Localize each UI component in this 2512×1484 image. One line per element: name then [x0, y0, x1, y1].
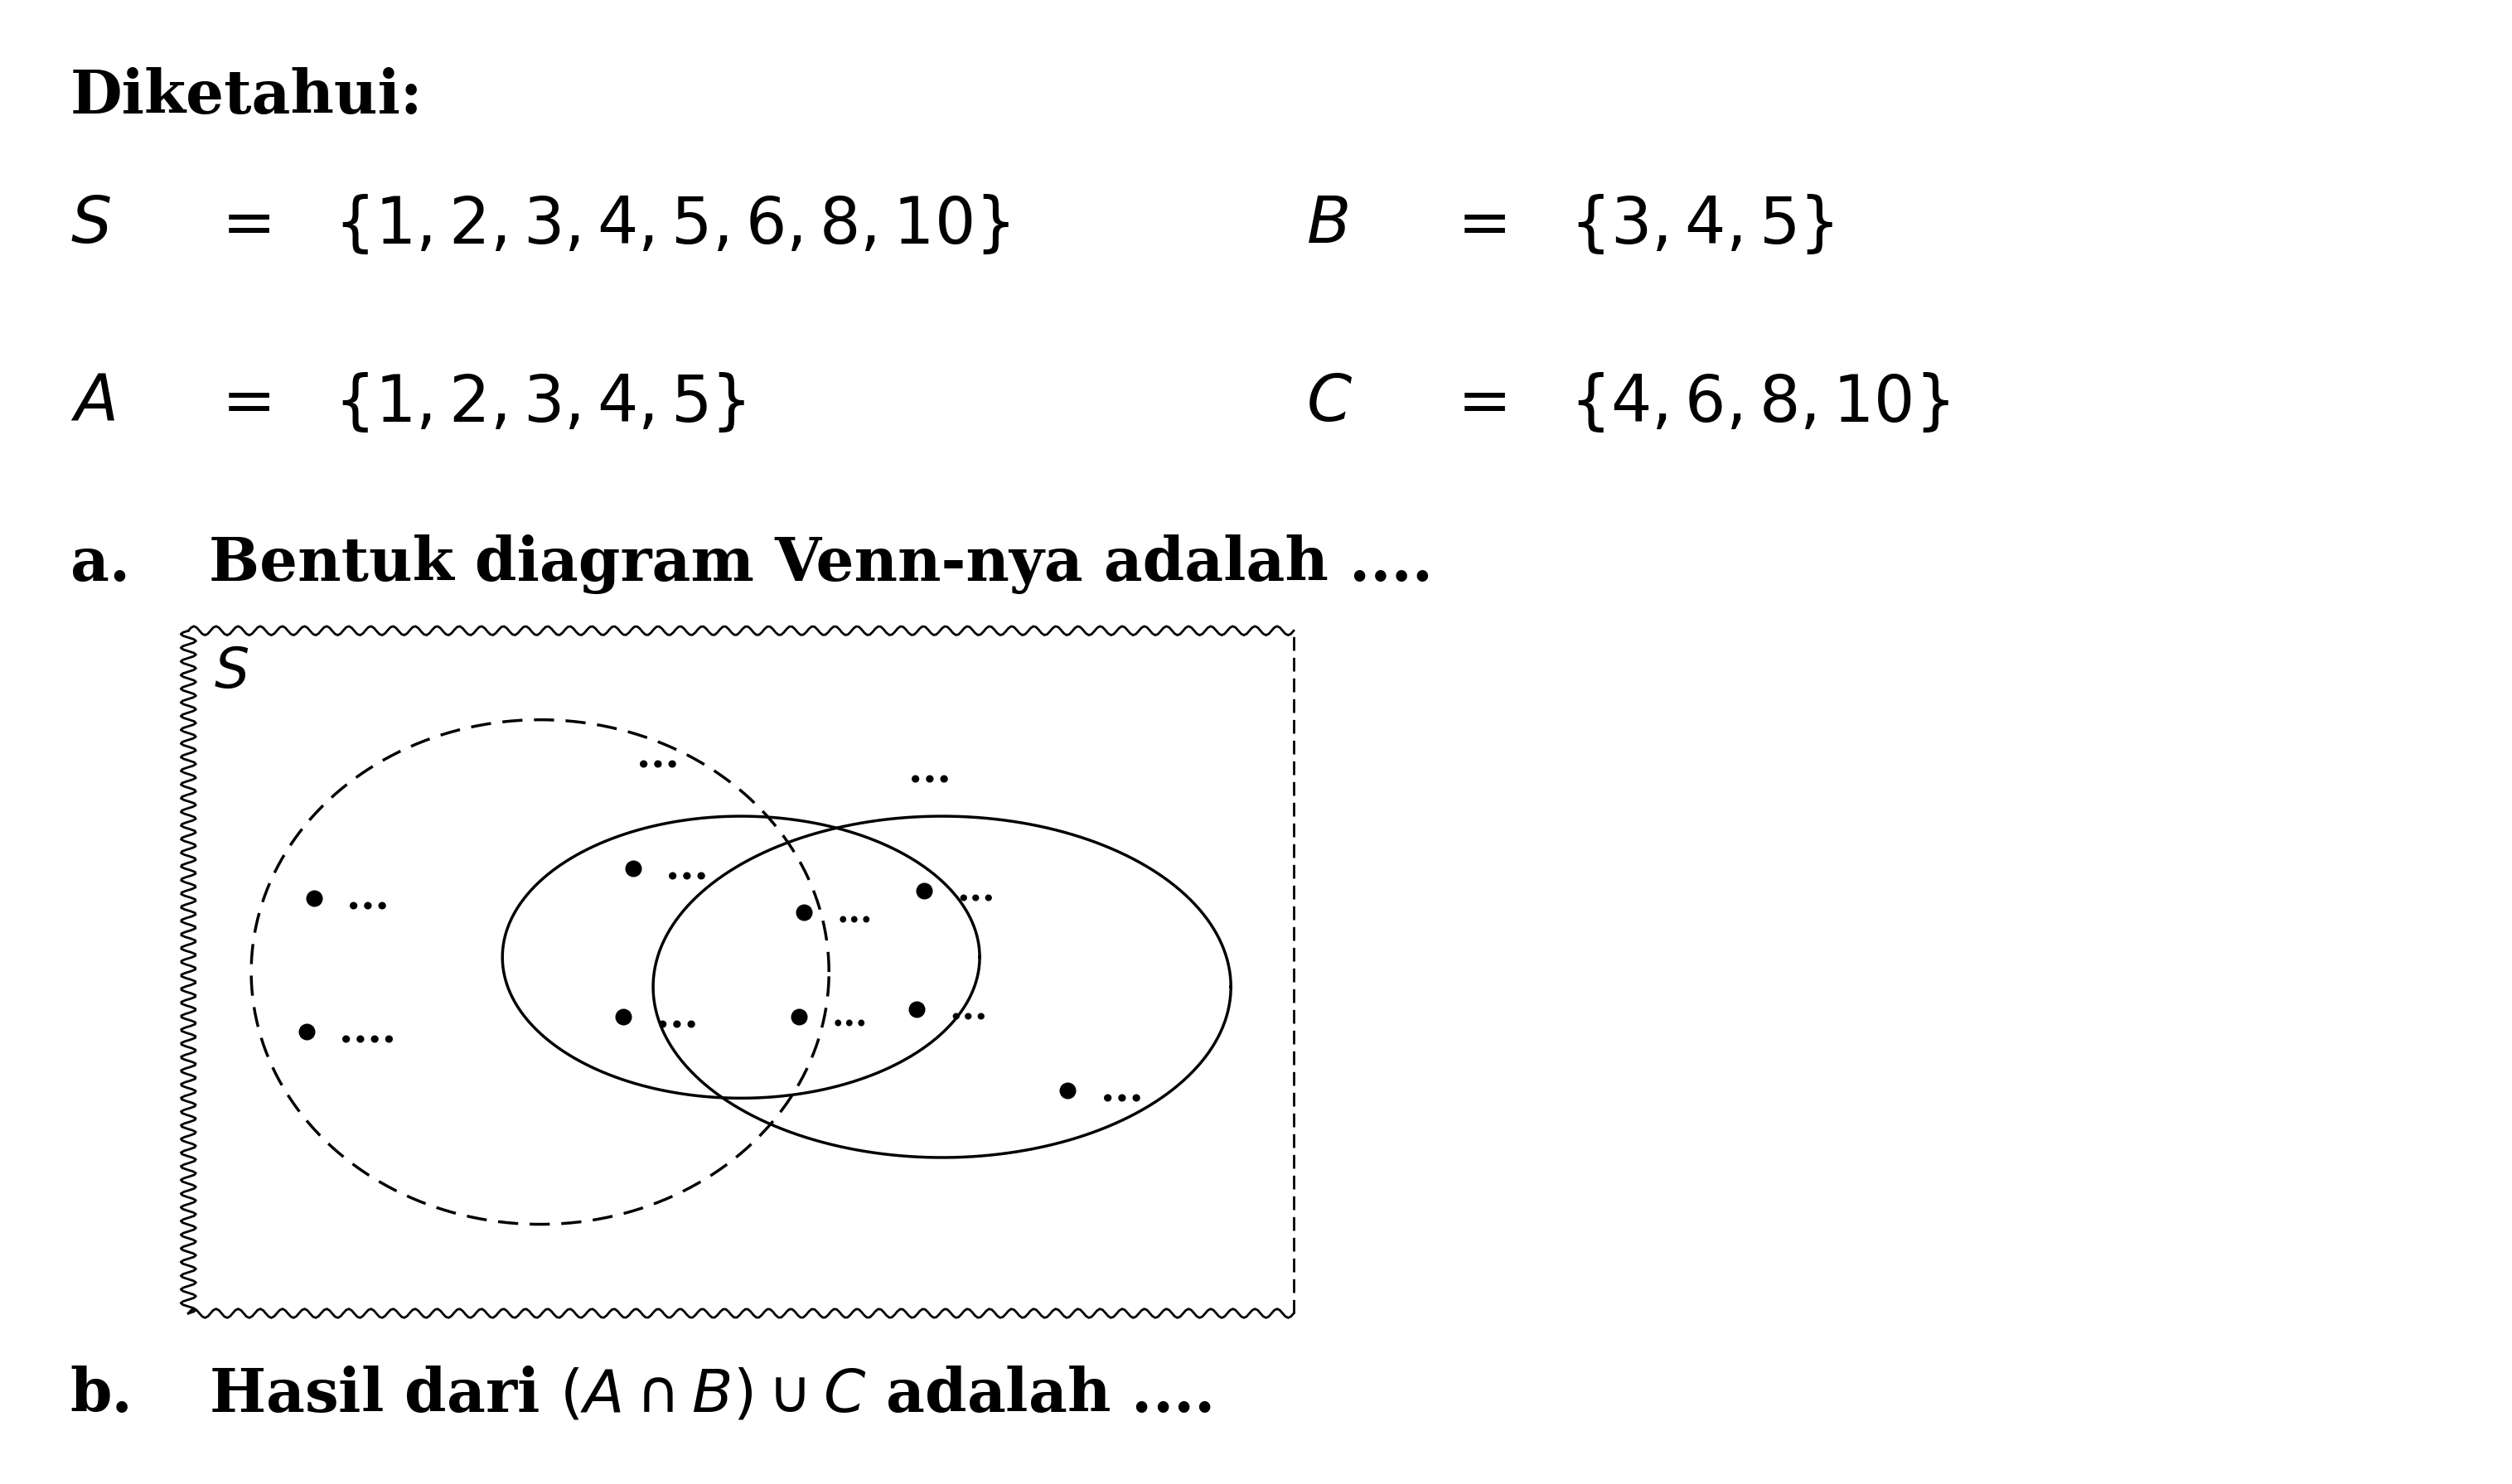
Text: a.: a.	[70, 534, 131, 594]
Text: Diketahui:: Diketahui:	[70, 67, 422, 126]
Text: $C$: $C$	[1306, 371, 1351, 435]
Text: $=$: $=$	[208, 371, 269, 433]
Text: $S$: $S$	[214, 646, 249, 699]
Point	[1048, 1079, 1088, 1103]
Point	[613, 856, 653, 880]
Text: $\{1, 2, 3, 4, 5\}$: $\{1, 2, 3, 4, 5\}$	[334, 371, 746, 435]
Text: ....: ....	[339, 1011, 397, 1052]
Text: $=$: $=$	[208, 193, 269, 255]
Point	[603, 1005, 643, 1028]
Point	[904, 879, 945, 902]
Text: $=$: $=$	[1444, 371, 1505, 433]
Point	[779, 1005, 819, 1028]
Text: $A$: $A$	[70, 371, 116, 435]
Text: $B$: $B$	[1306, 193, 1349, 257]
Text: ...: ...	[656, 996, 698, 1037]
Text: Bentuk diagram Venn-nya adalah ....: Bentuk diagram Venn-nya adalah ....	[208, 534, 1432, 594]
Text: $S$: $S$	[70, 193, 111, 257]
Text: ...: ...	[636, 736, 681, 778]
Text: ...: ...	[957, 873, 995, 908]
Text: ...: ...	[1100, 1070, 1143, 1112]
Text: ...: ...	[950, 991, 987, 1027]
Point	[286, 1020, 327, 1043]
Point	[897, 997, 937, 1021]
Point	[294, 886, 334, 910]
Text: $\{1, 2, 3, 4, 5, 6, 8, 10\}$: $\{1, 2, 3, 4, 5, 6, 8, 10\}$	[334, 193, 1010, 257]
Text: ...: ...	[666, 847, 708, 889]
Point	[784, 901, 824, 925]
Text: b.: b.	[70, 1365, 133, 1425]
Text: Hasil dari $(A \cap B) \cup C$ adalah ....: Hasil dari $(A \cap B) \cup C$ adalah ..…	[208, 1365, 1211, 1425]
Text: ...: ...	[831, 999, 867, 1034]
Text: $\{3, 4, 5\}$: $\{3, 4, 5\}$	[1570, 193, 1834, 257]
Text: ...: ...	[836, 895, 872, 930]
Text: ...: ...	[347, 877, 389, 919]
Text: ...: ...	[907, 751, 952, 792]
Text: $\{4, 6, 8, 10\}$: $\{4, 6, 8, 10\}$	[1570, 371, 1949, 435]
Text: $=$: $=$	[1444, 193, 1505, 255]
